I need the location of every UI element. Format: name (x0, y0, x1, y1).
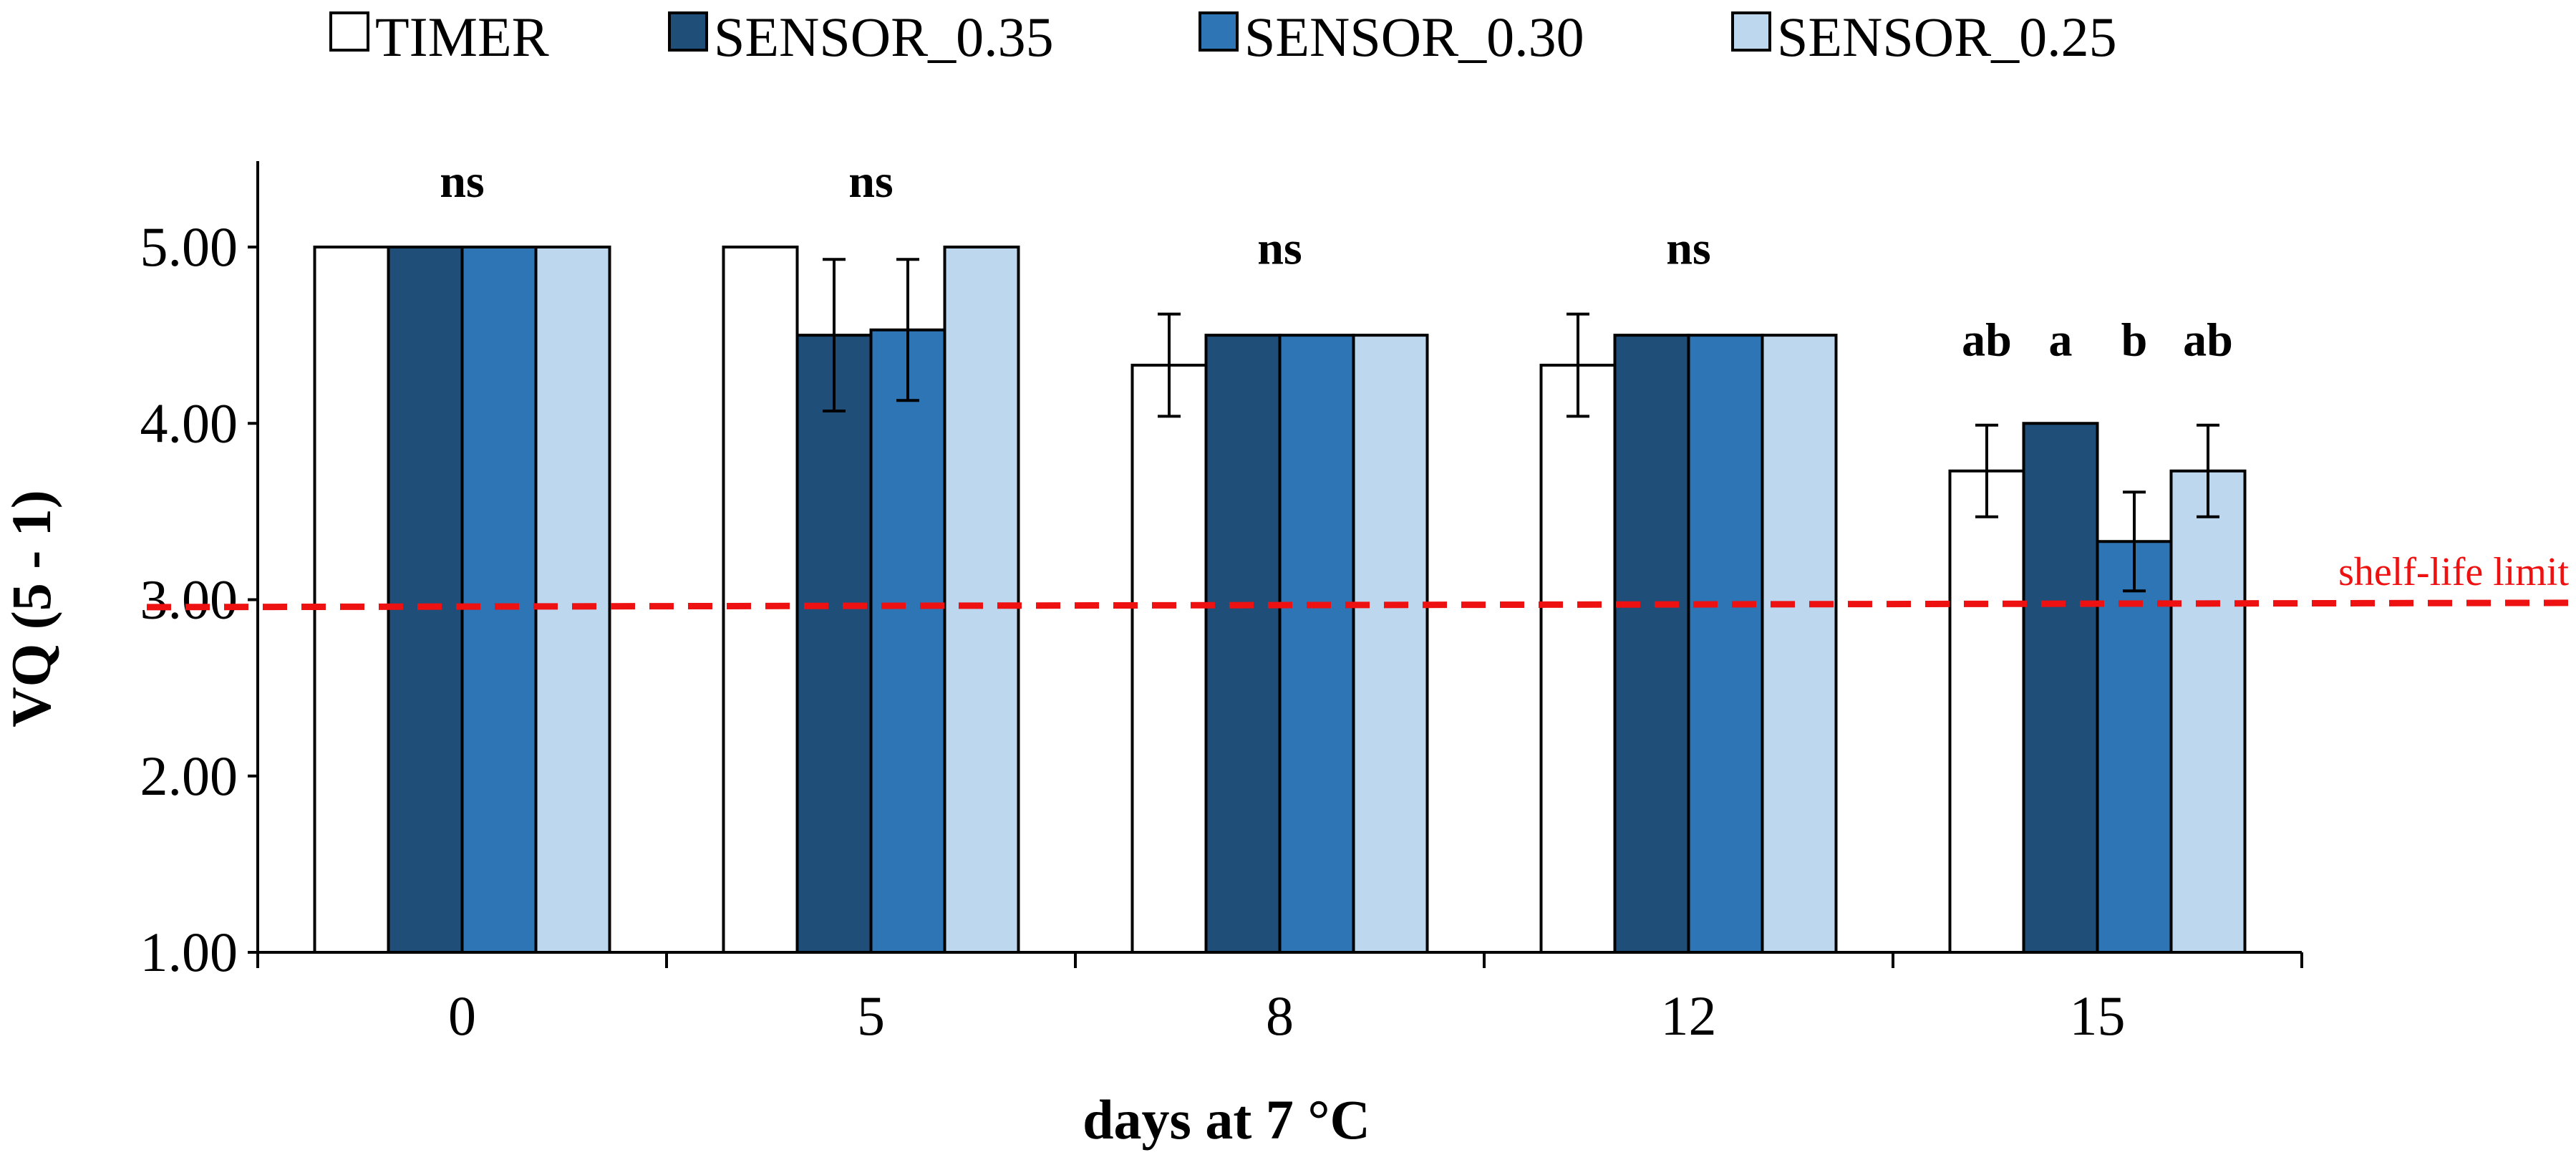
legend-label: TIMER (375, 6, 549, 68)
significance-label: ab (1962, 314, 2012, 366)
x-tick-label: 5 (857, 985, 885, 1047)
bar-sensor-0-35 (795, 334, 873, 954)
bar-sensor-0-35 (2022, 422, 2099, 954)
bar-sensor-0-35 (1613, 334, 1690, 954)
significance-label: ns (1257, 223, 1302, 275)
x-tick-label: 8 (1266, 985, 1294, 1047)
bar-sensor-0-25 (943, 246, 1020, 954)
legend-swatch (329, 11, 369, 52)
significance-label: b (2121, 314, 2148, 366)
bar-sensor-0-25 (1352, 334, 1429, 954)
x-axis-title: days at 7 °C (1083, 1088, 1370, 1151)
bar-timer (1539, 363, 1617, 954)
bar-sensor-0-30 (869, 328, 946, 954)
significance-label: ab (2183, 314, 2233, 366)
y-tick-label: 5.00 (140, 216, 238, 278)
x-axis: 0 5 8 12 15 (256, 951, 2303, 1047)
error-bars (823, 258, 2219, 593)
legend-label: SENSOR_0.35 (714, 6, 1054, 68)
legend-label: SENSOR_0.25 (1777, 6, 2117, 68)
reference-line-group: shelf-life limit (146, 550, 2575, 611)
shelf-life-limit-line (146, 599, 2575, 611)
y-tick-label: 2.00 (140, 745, 238, 807)
shelf-life-limit-label: shelf-life limit (2338, 550, 2569, 594)
x-tick-label: 15 (2070, 985, 2126, 1047)
bar-sensor-0-25 (1761, 334, 1838, 954)
bar-timer (313, 246, 390, 954)
bar-sensor-0-30 (1278, 334, 1355, 954)
significance-label: ns (848, 155, 893, 208)
x-tick-label: 12 (1661, 985, 1717, 1047)
bar-sensor-0-30 (460, 246, 538, 954)
bar-timer (1130, 363, 1208, 954)
bar-sensor-0-35 (387, 246, 464, 954)
y-tick-label: 3.00 (140, 569, 238, 631)
significance-label: ns (1666, 223, 1710, 275)
legend-swatch (1199, 11, 1239, 52)
x-tick-label: 0 (448, 985, 476, 1047)
bar-timer (722, 246, 799, 954)
significance-label: a (2049, 314, 2073, 366)
y-tick-label: 4.00 (140, 392, 238, 454)
y-axis: 5.00 4.00 3.00 2.00 1.00 (140, 161, 259, 983)
y-tick-label: 1.00 (140, 921, 238, 983)
legend-swatch (668, 11, 708, 52)
legend: TIMER SENSOR_0.35 SENSOR_0.30 SENSOR_0.25 (329, 6, 2117, 68)
bar-sensor-0-35 (1204, 334, 1282, 954)
legend-swatch (1731, 11, 1771, 52)
bar-sensor-0-25 (534, 246, 611, 954)
legend-label: SENSOR_0.30 (1244, 6, 1584, 68)
y-axis-title: VQ (5 - 1) (0, 490, 62, 727)
bar-sensor-0-25 (2169, 469, 2247, 954)
bar-timer (1948, 469, 2025, 954)
bar-sensor-0-30 (1687, 334, 1764, 954)
significance-label: ns (440, 155, 484, 208)
bars (313, 246, 2247, 954)
